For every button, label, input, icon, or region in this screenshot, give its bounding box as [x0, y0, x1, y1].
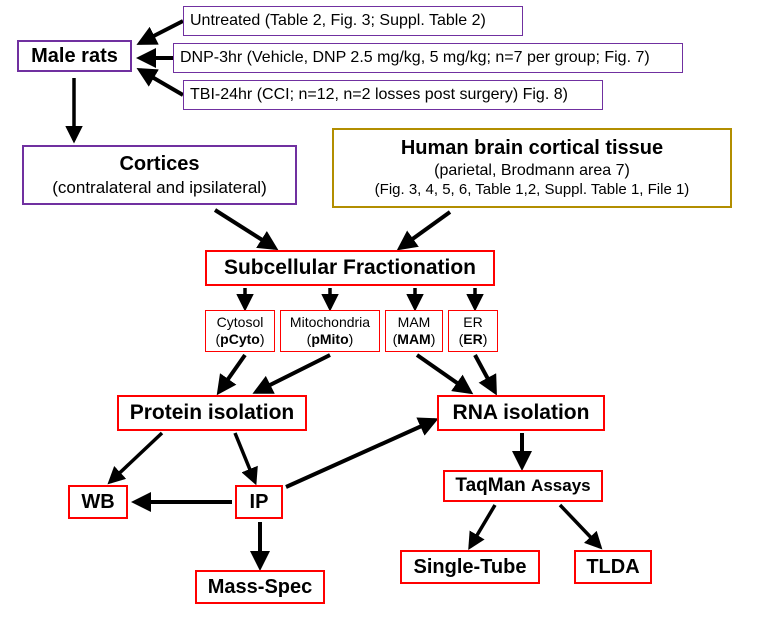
mito-l2: (pMito)	[307, 331, 354, 349]
tlda-label: TLDA	[586, 555, 639, 580]
male-rats-label: Male rats	[31, 44, 118, 69]
human-title: Human brain cortical tissue	[401, 136, 663, 161]
taqman-label: TaqMan Assays	[455, 474, 590, 498]
er-l1: ER	[463, 314, 482, 332]
subcellular-label: Subcellular Fractionation	[224, 255, 476, 281]
mitochondria-node: Mitochondria (pMito)	[280, 310, 380, 352]
ip-node: IP	[235, 485, 283, 519]
ip-label: IP	[250, 490, 269, 515]
cortices-sub: (contralateral and ipsilateral)	[52, 177, 267, 198]
mito-l1: Mitochondria	[290, 314, 370, 332]
massspec-label: Mass-Spec	[208, 575, 313, 600]
mam-l1: MAM	[398, 314, 431, 332]
human-sub2: (Fig. 3, 4, 5, 6, Table 1,2, Suppl. Tabl…	[375, 181, 690, 200]
tbi-label: TBI-24hr (CCI; n=12, n=2 losses post sur…	[190, 85, 568, 105]
taqman-assays-node: TaqMan Assays	[443, 470, 603, 502]
tlda-node: TLDA	[574, 550, 652, 584]
rna-label: RNA isolation	[453, 400, 590, 426]
dnp-node: DNP-3hr (Vehicle, DNP 2.5 mg/kg, 5 mg/kg…	[173, 43, 683, 73]
protein-isolation-node: Protein isolation	[117, 395, 307, 431]
cytosol-l1: Cytosol	[217, 314, 264, 332]
mam-l2: (MAM)	[393, 331, 436, 349]
male-rats-node: Male rats	[17, 40, 132, 72]
er-node: ER (ER)	[448, 310, 498, 352]
cortices-title: Cortices	[119, 152, 199, 177]
untreated-node: Untreated (Table 2, Fig. 3; Suppl. Table…	[183, 6, 523, 36]
subcellular-fractionation-node: Subcellular Fractionation	[205, 250, 495, 286]
er-l2: (ER)	[459, 331, 488, 349]
cytosol-node: Cytosol ((pCyto)pCyto)	[205, 310, 275, 352]
single-tube-node: Single-Tube	[400, 550, 540, 584]
wb-label: WB	[81, 490, 114, 515]
human-sub1: (parietal, Brodmann area 7)	[434, 161, 630, 181]
wb-node: WB	[68, 485, 128, 519]
mam-node: MAM (MAM)	[385, 310, 443, 352]
dnp-label: DNP-3hr (Vehicle, DNP 2.5 mg/kg, 5 mg/kg…	[180, 48, 650, 68]
cortices-node: Cortices (contralateral and ipsilateral)	[22, 145, 297, 205]
mass-spec-node: Mass-Spec	[195, 570, 325, 604]
cytosol-l2: ((pCyto)pCyto)	[215, 331, 264, 349]
protein-label: Protein isolation	[130, 400, 295, 426]
untreated-label: Untreated (Table 2, Fig. 3; Suppl. Table…	[190, 11, 486, 31]
single-label: Single-Tube	[414, 555, 527, 580]
rna-isolation-node: RNA isolation	[437, 395, 605, 431]
tbi-node: TBI-24hr (CCI; n=12, n=2 losses post sur…	[183, 80, 603, 110]
human-tissue-node: Human brain cortical tissue (parietal, B…	[332, 128, 732, 208]
